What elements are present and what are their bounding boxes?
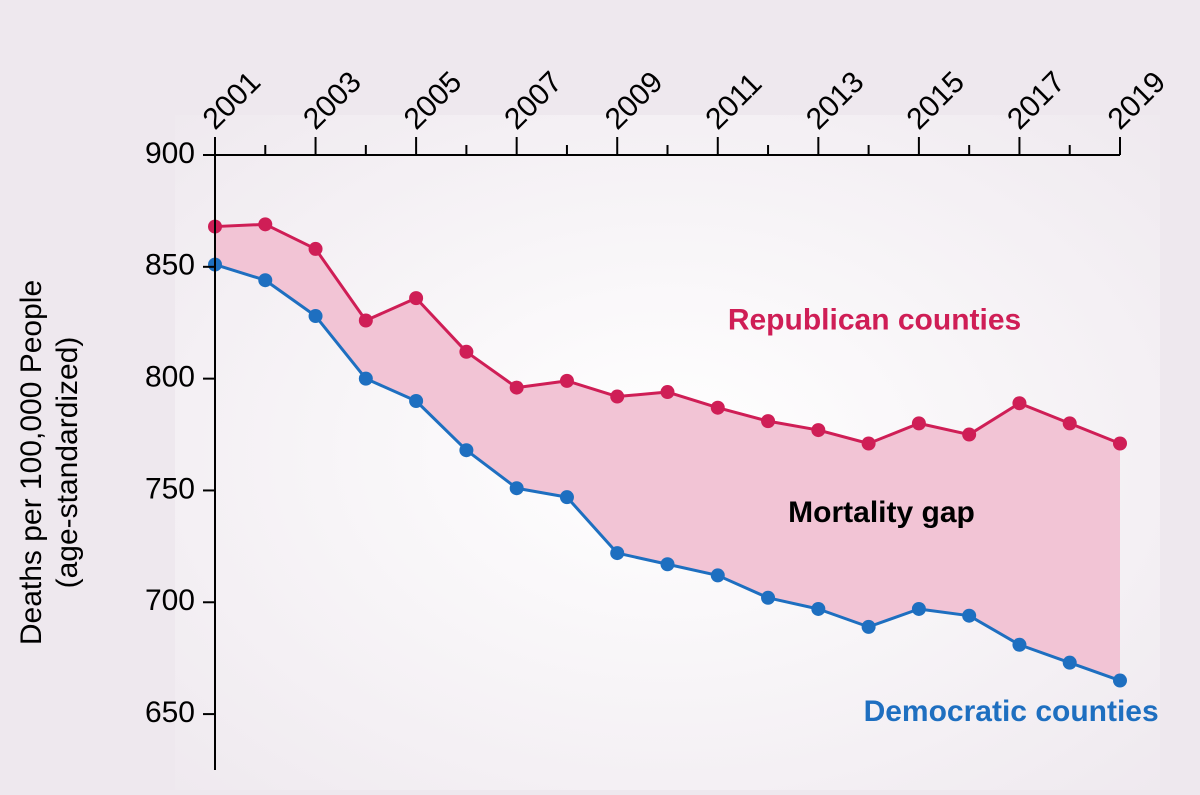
y-tick-label: 800: [145, 361, 195, 394]
y-tick-label: 850: [145, 249, 195, 282]
democratic-marker: [862, 620, 876, 634]
mortality-gap-label: Mortality gap: [788, 496, 975, 529]
democratic-marker: [811, 602, 825, 616]
republican-marker: [560, 374, 574, 388]
republican-marker: [811, 423, 825, 437]
democratic-label: Democratic counties: [864, 695, 1159, 728]
mortality-gap-chart: 650 700 750 800 850 900 Deaths per 100,000 Peo…: [0, 0, 1200, 795]
republican-label: Republican counties: [728, 303, 1021, 336]
republican-marker: [510, 381, 524, 395]
democratic-marker: [962, 609, 976, 623]
republican-marker: [1063, 416, 1077, 430]
democratic-marker: [912, 602, 926, 616]
democratic-marker: [761, 591, 775, 605]
y-tick-label: 750: [145, 472, 195, 505]
republican-marker: [409, 291, 423, 305]
democratic-marker: [661, 557, 675, 571]
chart-svg: 650 700 750 800 850 900 Deaths per 100,000 Peo…: [0, 0, 1200, 795]
y-tick-label: 700: [145, 584, 195, 617]
democratic-marker: [560, 490, 574, 504]
republican-marker: [610, 390, 624, 404]
democratic-marker: [610, 546, 624, 560]
y-tick-label: 650: [145, 696, 195, 729]
republican-marker: [661, 385, 675, 399]
republican-marker: [258, 217, 272, 231]
republican-marker: [309, 242, 323, 256]
republican-marker: [1113, 436, 1127, 450]
republican-marker: [1012, 396, 1026, 410]
republican-marker: [962, 428, 976, 442]
democratic-marker: [459, 443, 473, 457]
republican-marker: [459, 345, 473, 359]
democratic-marker: [1113, 674, 1127, 688]
democratic-marker: [711, 568, 725, 582]
democratic-marker: [409, 394, 423, 408]
svg-text:(age-standardized): (age-standardized): [51, 337, 84, 589]
democratic-marker: [1063, 656, 1077, 670]
republican-marker: [711, 401, 725, 415]
republican-marker: [912, 416, 926, 430]
republican-marker: [862, 436, 876, 450]
democratic-marker: [359, 372, 373, 386]
democratic-marker: [258, 273, 272, 287]
svg-text:Deaths per 100,000 People: Deaths per 100,000 People: [15, 280, 48, 645]
republican-marker: [761, 414, 775, 428]
democratic-marker: [309, 309, 323, 323]
democratic-marker: [1012, 638, 1026, 652]
y-tick-label: 900: [145, 137, 195, 170]
republican-marker: [359, 313, 373, 327]
democratic-marker: [510, 481, 524, 495]
